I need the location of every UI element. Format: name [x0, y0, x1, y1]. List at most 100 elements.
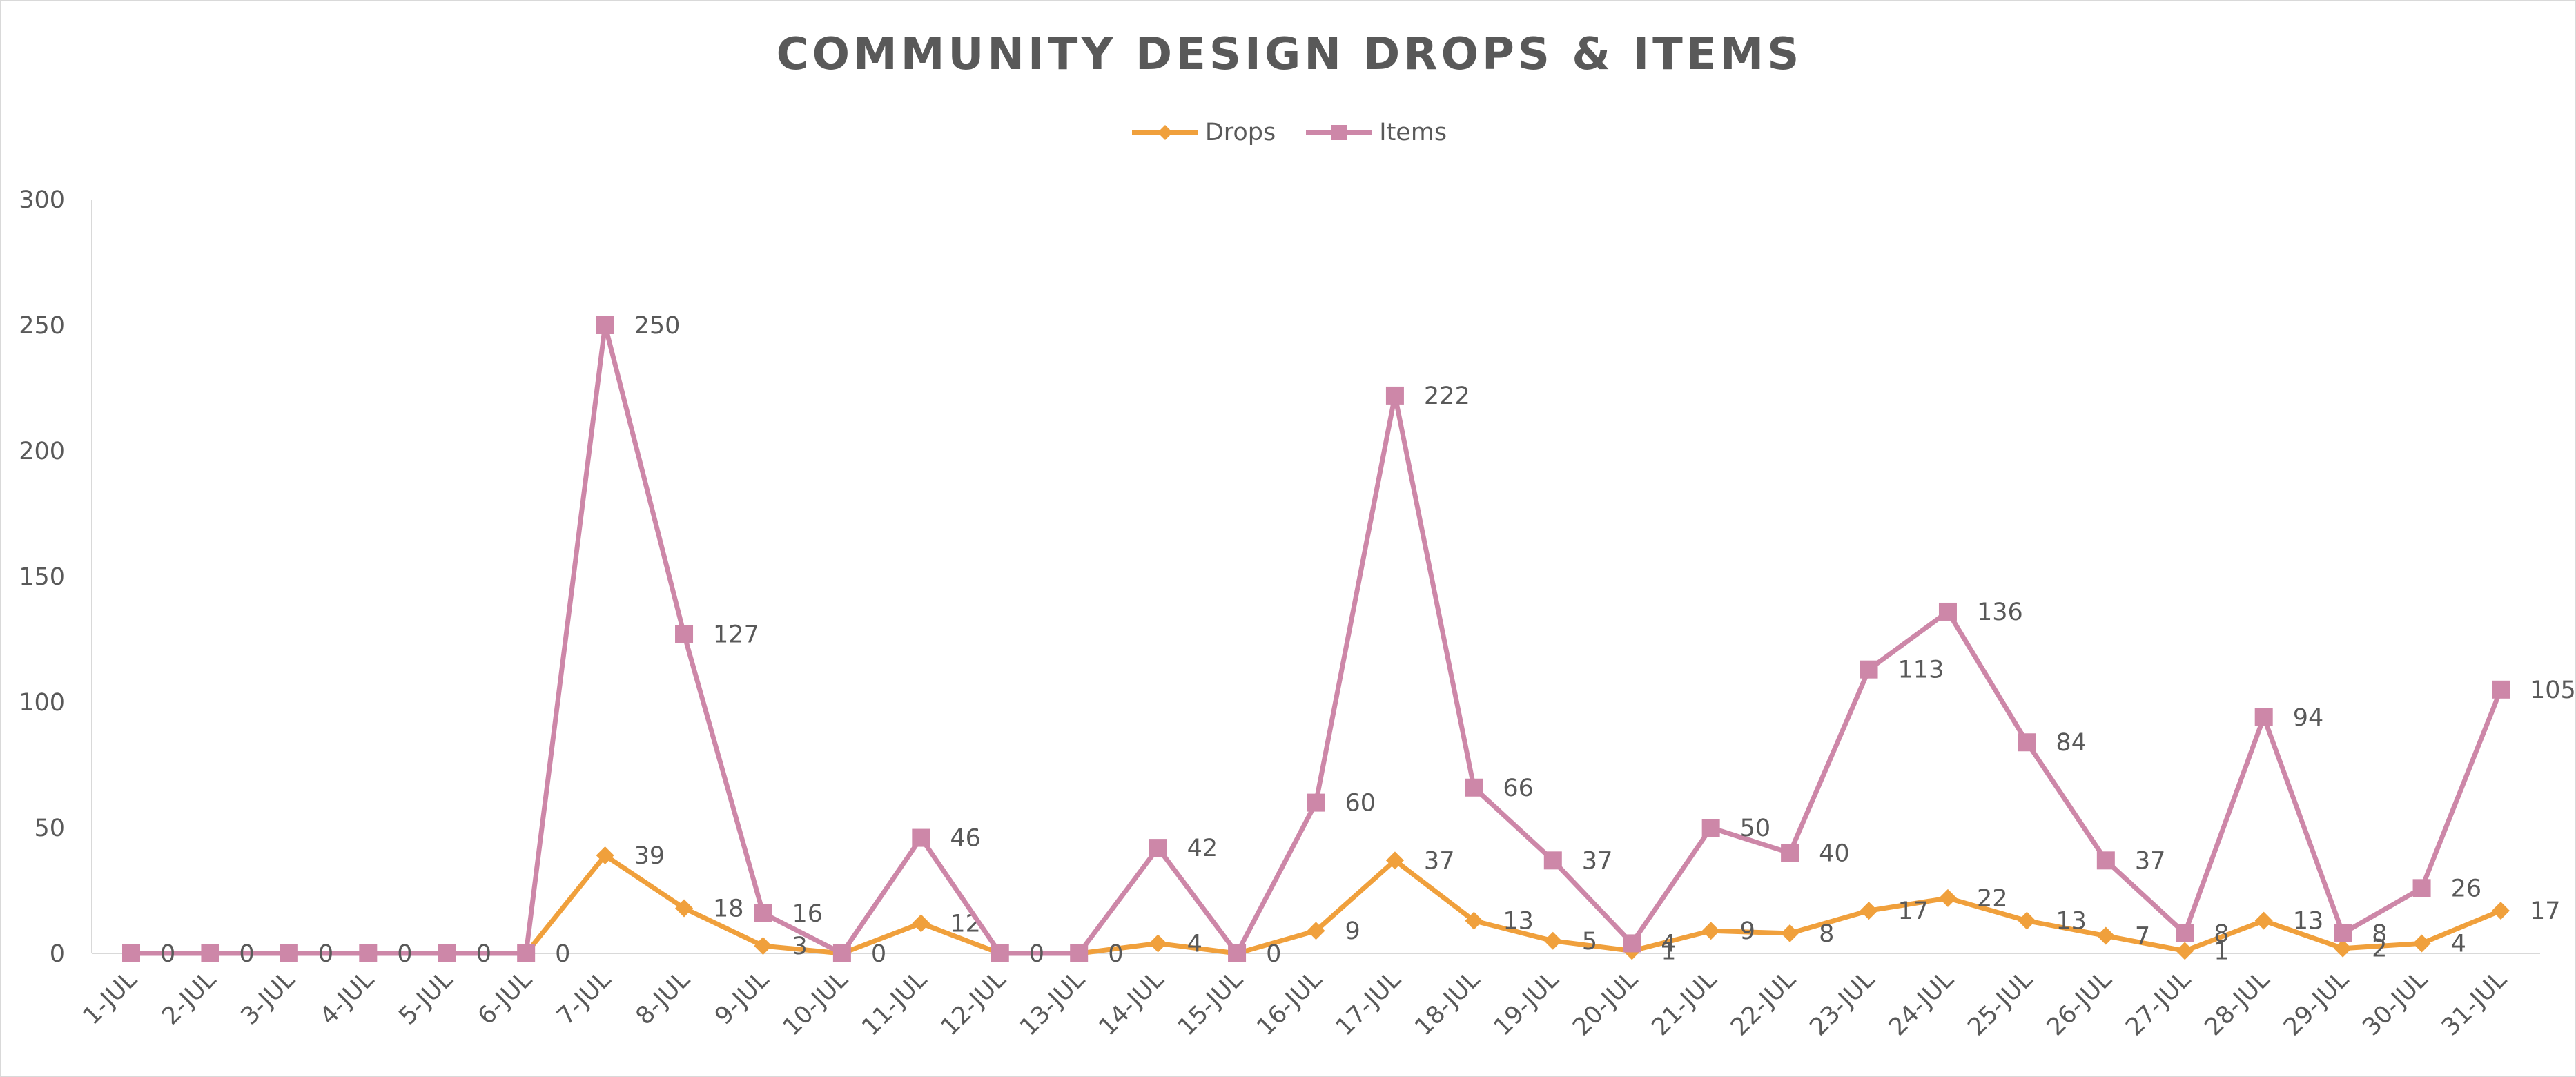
data-point-items [2176, 924, 2194, 942]
data-point-drops [1543, 931, 1562, 950]
data-point-items [2492, 680, 2510, 699]
data-label-items: 0 [318, 940, 333, 968]
legend-item-items[interactable]: Items [1306, 119, 1447, 146]
data-point-drops [1781, 924, 1799, 942]
x-tick-label: 31-JUL [2437, 966, 2512, 1042]
data-label-items: 105 [2530, 677, 2575, 704]
data-label-items: 250 [634, 312, 681, 340]
data-label-items: 16 [792, 900, 823, 928]
x-tick-label: 22-JUL [1726, 966, 1802, 1042]
data-point-items [2254, 708, 2273, 726]
x-tick-label: 21-JUL [1647, 966, 1723, 1042]
data-label-drops: 1 [1661, 938, 1676, 965]
x-tick-label: 3-JUL [236, 966, 301, 1031]
data-label-items: 84 [2056, 729, 2087, 757]
data-label-items: 50 [1740, 815, 1771, 842]
data-label-items: 0 [1108, 940, 1123, 968]
data-label-drops: 8 [1819, 920, 1834, 948]
x-tick-label: 17-JUL [1331, 966, 1407, 1042]
data-label-items: 4 [1661, 930, 1676, 958]
data-point-items [1860, 660, 1878, 679]
chart-title: COMMUNITY DESIGN DROPS & ITEMS [776, 29, 1803, 80]
data-point-items [2412, 879, 2431, 898]
data-point-drops [596, 846, 614, 865]
data-label-drops: 5 [1582, 928, 1597, 955]
data-point-items [517, 944, 536, 962]
data-label-drops: 13 [2293, 908, 2324, 935]
data-point-items [1385, 386, 1404, 405]
x-tick-label: 26-JUL [2042, 966, 2118, 1042]
data-point-items [1228, 944, 1247, 962]
x-tick-label: 16-JUL [1252, 966, 1328, 1042]
x-tick-label: 19-JUL [1489, 966, 1565, 1042]
data-point-items [675, 625, 694, 643]
data-point-items [1701, 819, 1720, 837]
x-tick-label: 7-JUL [552, 966, 616, 1031]
data-point-items [596, 316, 614, 334]
data-label-drops: 17 [1898, 898, 1929, 925]
data-label-items: 42 [1187, 835, 1218, 862]
data-label-items: 127 [713, 621, 759, 649]
legend-swatch-items [1306, 125, 1373, 140]
data-label-items: 66 [1503, 775, 1534, 802]
legend-item-drops[interactable]: Drops [1131, 119, 1276, 146]
data-label-items: 26 [2451, 875, 2482, 902]
x-tick-label: 28-JUL [2200, 966, 2276, 1042]
data-label-items: 0 [397, 940, 412, 968]
y-tick-label: 250 [19, 312, 65, 340]
data-point-items [1149, 839, 1167, 857]
x-tick-label: 30-JUL [2358, 966, 2434, 1042]
y-tick-label: 200 [19, 438, 65, 465]
x-tick-label: 6-JUL [473, 966, 538, 1031]
data-label-items: 46 [950, 825, 981, 853]
data-point-drops [2334, 939, 2352, 958]
data-point-items [359, 944, 378, 962]
data-label-drops: 9 [1345, 918, 1360, 945]
data-point-items [1623, 934, 1641, 953]
x-tick-label: 15-JUL [1173, 966, 1249, 1042]
x-tick-label: 25-JUL [1962, 966, 2038, 1042]
x-tick-label: 18-JUL [1409, 966, 1485, 1042]
x-tick-label: 23-JUL [1805, 966, 1881, 1042]
data-label-items: 222 [1424, 382, 1470, 410]
data-point-drops [2492, 902, 2510, 920]
data-label-items: 0 [1266, 940, 1281, 968]
data-label-items: 0 [160, 940, 175, 968]
data-label-drops: 17 [2530, 898, 2561, 925]
data-label-drops: 4 [1187, 930, 1202, 958]
data-label-drops: 13 [1503, 908, 1534, 935]
data-label-items: 0 [476, 940, 491, 968]
data-label-items: 8 [2372, 920, 2387, 948]
x-tick-label: 8-JUL [631, 966, 696, 1031]
data-point-items [1781, 844, 1799, 862]
data-label-items: 60 [1345, 790, 1376, 817]
data-point-drops [1701, 922, 1720, 940]
data-label-items: 0 [555, 940, 570, 968]
data-point-items [991, 944, 1009, 962]
x-tick-label: 20-JUL [1568, 966, 1643, 1042]
data-point-drops [675, 899, 694, 918]
x-tick-label: 9-JUL [710, 966, 774, 1031]
legend-swatch-drops [1131, 125, 1198, 140]
data-label-items: 40 [1819, 840, 1850, 867]
data-point-drops [2176, 942, 2194, 960]
x-tick-label: 2-JUL [157, 966, 222, 1031]
data-point-items [280, 944, 298, 962]
x-tick-label: 11-JUL [857, 966, 933, 1042]
data-point-drops [1385, 851, 1404, 870]
data-label-drops: 39 [634, 842, 665, 870]
legend: Drops Items [1, 119, 2576, 146]
data-point-items [832, 944, 851, 962]
data-point-items [2096, 851, 2115, 870]
data-point-drops [1149, 934, 1167, 953]
y-tick-label: 0 [50, 940, 65, 968]
data-label-drops: 2 [2372, 935, 2387, 963]
data-point-items [2334, 924, 2352, 942]
x-tick-label: 13-JUL [1015, 966, 1091, 1042]
y-tick-label: 150 [19, 563, 65, 591]
data-point-drops [2018, 911, 2036, 930]
data-label-items: 0 [871, 940, 886, 968]
data-point-drops [1465, 911, 1483, 930]
data-label-drops: 37 [1424, 847, 1455, 875]
